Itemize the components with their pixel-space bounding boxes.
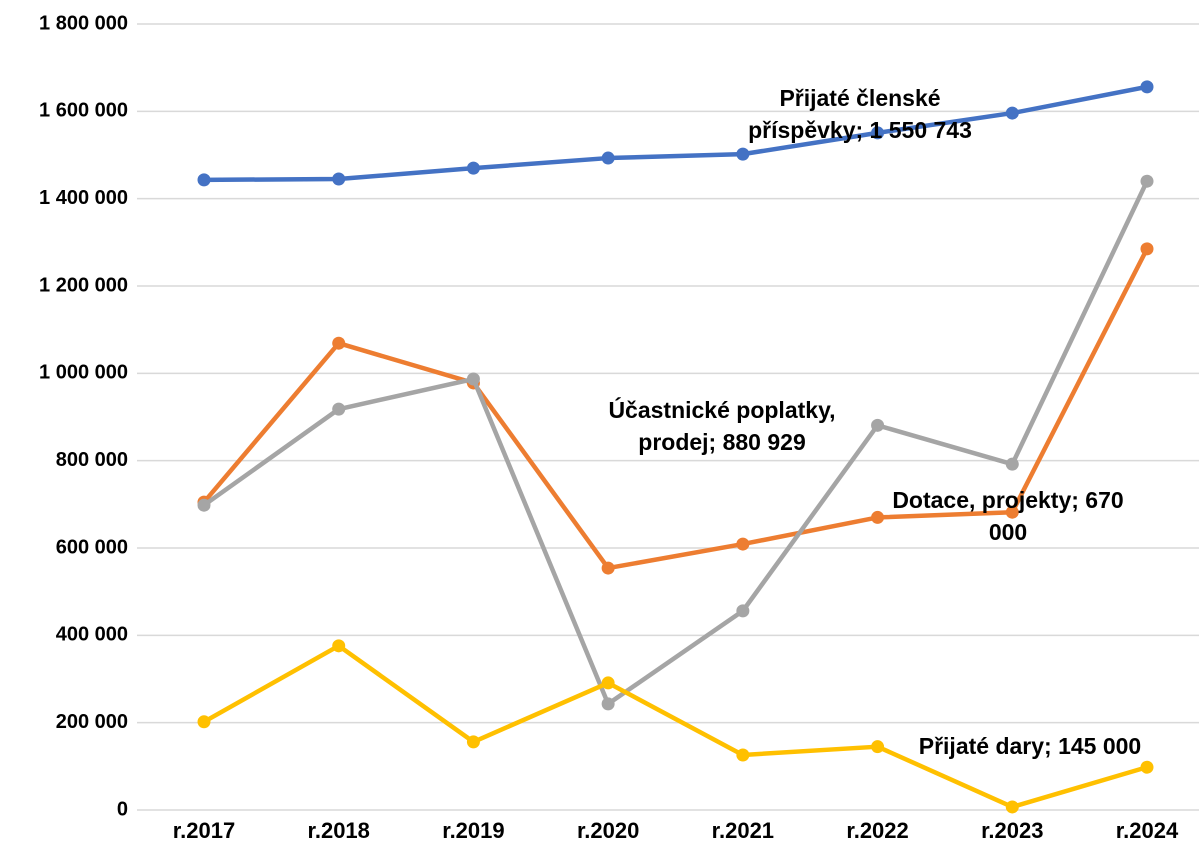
- data-point: [197, 173, 211, 187]
- data-point: [466, 161, 480, 175]
- data-point: [332, 336, 346, 350]
- data-label: Přijaté dary; 145 000: [918, 733, 1142, 759]
- data-point: [1140, 242, 1154, 256]
- data-point: [1140, 760, 1154, 774]
- data-point: [736, 147, 750, 161]
- data-point: [332, 639, 346, 653]
- data-point: [736, 604, 750, 618]
- x-tick-label: r.2024: [1116, 818, 1179, 843]
- y-tick-label: 200 000: [56, 711, 128, 733]
- data-point: [601, 561, 615, 575]
- data-point: [1140, 174, 1154, 188]
- x-tick-label: r.2019: [442, 818, 504, 843]
- series-line: [202, 247, 1150, 571]
- y-tick-label: 400 000: [56, 624, 128, 646]
- y-tick-label: 1 400 000: [39, 187, 128, 209]
- data-point: [871, 510, 885, 524]
- data-point: [1005, 505, 1019, 519]
- data-point: [601, 151, 615, 165]
- data-point: [601, 676, 615, 690]
- data-point: [332, 402, 346, 416]
- data-label: Účastnické poplatky, prodej; 880 929: [608, 397, 836, 455]
- data-point: [1005, 106, 1019, 120]
- data-point: [197, 498, 211, 512]
- data-point: [601, 697, 615, 711]
- data-point: [332, 172, 346, 186]
- data-point: [1005, 800, 1019, 814]
- y-tick-label: 600 000: [56, 536, 128, 558]
- series-line: [203, 84, 1148, 183]
- x-tick-label: r.2022: [846, 818, 908, 843]
- series-line: [202, 643, 1148, 810]
- data-point: [466, 735, 480, 749]
- x-tick-label: r.2017: [173, 818, 235, 843]
- data-point: [1140, 80, 1154, 94]
- y-tick-label: 0: [117, 798, 128, 820]
- y-tick-label: 1 200 000: [39, 274, 128, 296]
- data-point: [871, 418, 885, 432]
- series-line: [202, 180, 1150, 707]
- data-point: [466, 372, 480, 386]
- data-label: Dotace, projekty; 670 000: [892, 487, 1124, 545]
- data-point: [736, 537, 750, 551]
- y-tick-label: 1 000 000: [39, 362, 128, 384]
- data-point: [736, 748, 750, 762]
- x-tick-label: r.2021: [712, 818, 774, 843]
- x-tick-label: r.2023: [981, 818, 1043, 843]
- x-tick-label: r.2020: [577, 818, 639, 843]
- data-point: [871, 740, 885, 754]
- y-tick-label: 1 600 000: [39, 100, 128, 122]
- y-tick-label: 1 800 000: [39, 12, 128, 34]
- y-tick-label: 800 000: [56, 449, 128, 471]
- data-point: [1005, 457, 1019, 471]
- data-point: [871, 126, 885, 140]
- x-tick-label: r.2018: [308, 818, 370, 843]
- data-label: Přijaté členské příspěvky; 1 550 743: [748, 85, 972, 143]
- data-point: [197, 715, 211, 729]
